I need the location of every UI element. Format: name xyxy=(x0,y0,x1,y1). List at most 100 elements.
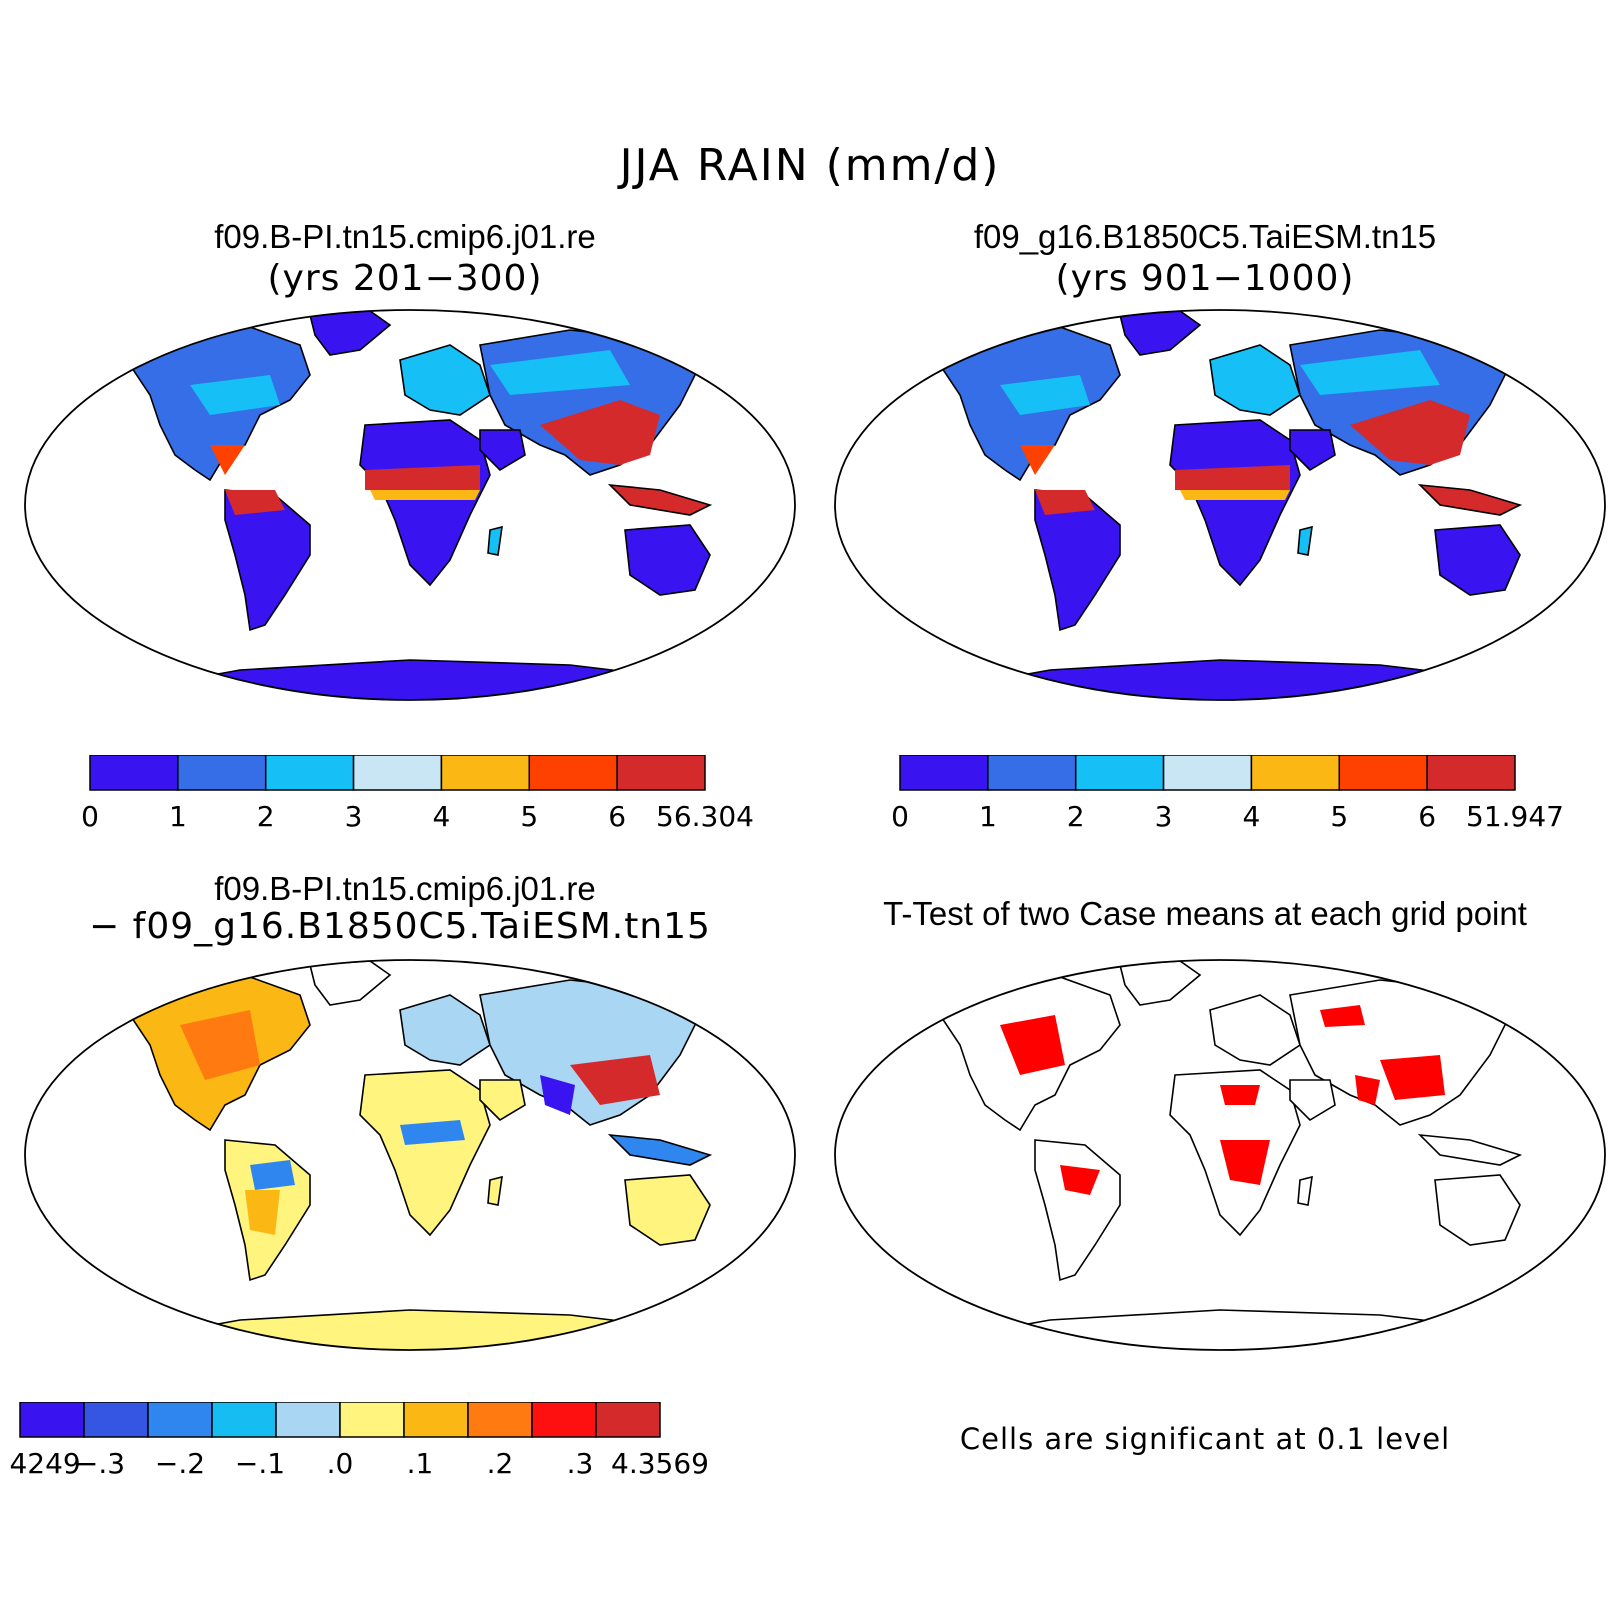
panel-diff-subtitle: − f09_g16.B1850C5.TaiESM.tn15 xyxy=(89,906,711,947)
landmass-africa xyxy=(359,419,491,587)
landmass-antarctica xyxy=(937,659,1482,700)
colorbar-label: −3.4249 xyxy=(10,1447,81,1480)
colorbar-label: .0 xyxy=(327,1447,354,1480)
landmass-madagascar xyxy=(1297,525,1313,556)
colorbar-label: 2 xyxy=(257,800,275,833)
rain-band-asia-monsoon xyxy=(540,400,660,465)
colorbar-swatch xyxy=(440,755,531,791)
landmass-southAmerica xyxy=(224,489,311,632)
rain-band-north-america xyxy=(190,375,280,415)
colorbar-label: .1 xyxy=(407,1447,434,1480)
colorbar-label: 6 xyxy=(1418,800,1436,833)
map-case2 xyxy=(834,309,1606,701)
colorbar-swatch xyxy=(467,1402,533,1438)
anomaly-north-america xyxy=(180,1010,260,1080)
landmass-madagascar xyxy=(487,525,503,556)
rain-band-north-america xyxy=(1000,375,1090,415)
map-case1 xyxy=(24,309,796,701)
colorbar-swatch xyxy=(339,1402,405,1438)
panel-case2-subtitle: (yrs 901−1000) xyxy=(1055,258,1355,299)
landmass-greenland xyxy=(1118,960,1202,1006)
ttest-note: Cells are significant at 0.1 level xyxy=(959,1422,1451,1456)
colorbar-label: −.2 xyxy=(155,1447,205,1480)
landmass-madagascar xyxy=(1297,1175,1313,1206)
map-frame xyxy=(834,309,1606,701)
colorbar-difference: −3.4249−.3 −.2 −.1 .0 .1 .2 .3 4.3569 xyxy=(10,1402,709,1480)
colorbar-case2: 0 1 2 3 4 5 6 51.947 xyxy=(891,755,1564,833)
panel-ttest-title: T-Test of two Case means at each grid po… xyxy=(883,895,1527,932)
colorbar-label: 51.947 xyxy=(1466,800,1564,833)
significant-east-asia xyxy=(1380,1055,1445,1100)
anomaly-amazon xyxy=(250,1160,295,1190)
colorbar-swatch xyxy=(211,1402,277,1438)
significant-central-africa xyxy=(1220,1140,1270,1185)
colorbar-swatch xyxy=(83,1402,149,1438)
map-frame xyxy=(24,309,796,701)
rain-band-eurasia xyxy=(1300,350,1440,395)
landmass-arabia xyxy=(479,429,526,472)
landmass-europe xyxy=(1209,994,1301,1066)
rain-band-sahel xyxy=(1175,465,1290,490)
rain-band-asia-monsoon xyxy=(1350,400,1470,465)
rain-band-central-america xyxy=(1020,445,1055,475)
colorbar-swatch xyxy=(352,755,443,791)
landmass-antarctica xyxy=(127,659,672,700)
landmass-arabia xyxy=(1289,429,1336,472)
colorbar-swatch xyxy=(595,1402,661,1438)
rain-band-central-america xyxy=(210,445,245,475)
anomaly-east-asia xyxy=(570,1055,660,1105)
landmass-southAmerica xyxy=(1034,1139,1121,1282)
colorbar-label: 1 xyxy=(979,800,997,833)
rain-band-amazon xyxy=(1035,490,1095,515)
colorbar-label: 3 xyxy=(345,800,363,833)
landmass-australia xyxy=(624,524,711,596)
anomaly-south-america xyxy=(245,1190,280,1235)
colorbar-label: −.1 xyxy=(235,1447,285,1480)
panel-case1-title: f09.B-PI.tn15.cmip6.j01.re xyxy=(214,218,596,255)
colorbar-swatch xyxy=(403,1402,469,1438)
landmass-greenland xyxy=(1118,310,1202,356)
landmass-indonesia xyxy=(607,483,713,516)
colorbar-label: 1 xyxy=(169,800,187,833)
landmass-africa xyxy=(359,1069,491,1237)
landmass-europe xyxy=(399,994,491,1066)
rain-band-amazon xyxy=(225,490,285,515)
map-difference xyxy=(24,959,796,1351)
landmass-australia xyxy=(1434,1174,1521,1246)
landmass-antarctica xyxy=(937,1309,1482,1350)
landmass-antarctica xyxy=(127,1309,672,1350)
colorbar-swatch xyxy=(1074,755,1165,791)
landmass-australia xyxy=(1434,524,1521,596)
colorbar-swatch xyxy=(528,755,618,791)
panel-diff-title: f09.B-PI.tn15.cmip6.j01.re xyxy=(214,870,596,907)
landmass-europe xyxy=(1209,344,1301,416)
colorbar-label: 0 xyxy=(891,800,909,833)
colorbar-label: 5 xyxy=(1330,800,1348,833)
significant-sahara xyxy=(1220,1085,1260,1105)
rain-band-sahel-edge xyxy=(1180,490,1290,500)
colorbar-swatch xyxy=(275,1402,341,1438)
significant-amazon xyxy=(1060,1165,1100,1195)
anomaly-india xyxy=(540,1075,575,1115)
landmass-europe xyxy=(399,344,491,416)
landmass-greenland xyxy=(308,960,392,1006)
colorbar-swatch xyxy=(531,1402,597,1438)
colorbar-swatch xyxy=(1338,755,1428,791)
map-frame xyxy=(834,959,1606,1351)
landmass-madagascar xyxy=(487,1175,503,1206)
rain-band-sahel-edge xyxy=(370,490,480,500)
colorbar-label: 56.304 xyxy=(656,800,754,833)
panel-case1-subtitle: (yrs 201−300) xyxy=(267,258,543,299)
colorbar-swatch xyxy=(987,755,1077,791)
colorbar-case1: 0 1 2 3 4 5 6 56.304 xyxy=(81,755,754,833)
anomaly-sahel xyxy=(400,1120,465,1145)
significant-siberia xyxy=(1320,1005,1365,1027)
colorbar-label: 4.3569 xyxy=(611,1447,709,1480)
colorbar-label: .3 xyxy=(567,1447,594,1480)
colorbar-swatch xyxy=(264,755,355,791)
rain-band-eurasia xyxy=(490,350,630,395)
panel-case2-title: f09_g16.B1850C5.TaiESM.tn15 xyxy=(973,218,1437,255)
colorbar-swatch xyxy=(616,755,706,791)
landmass-australia xyxy=(624,1174,711,1246)
landmass-indonesia xyxy=(607,1133,713,1166)
